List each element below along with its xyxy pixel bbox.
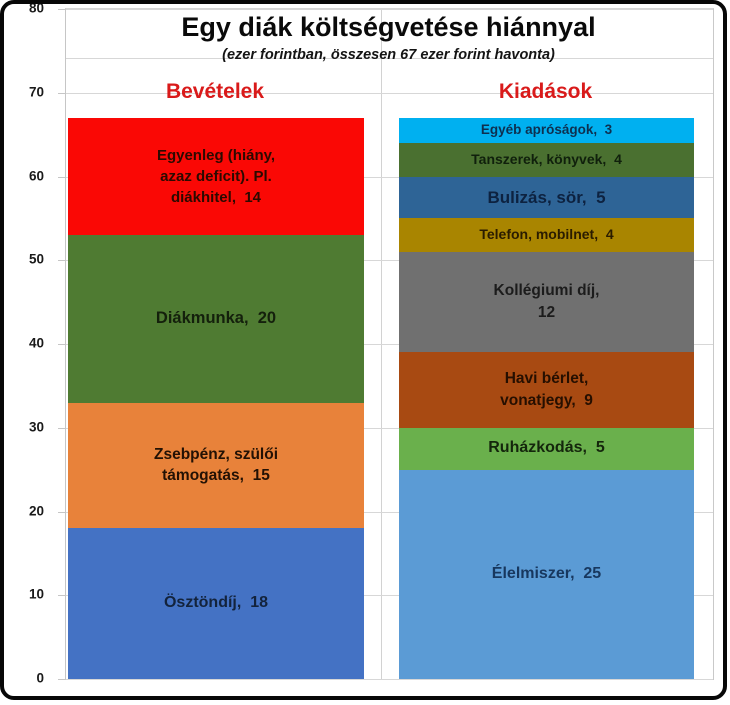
segment-label: Zsebpénz, szülői támogatás, 15 — [153, 445, 278, 485]
y-axis-label: 0 — [36, 670, 44, 686]
segment-label: Bulizás, sör, 5 — [487, 187, 606, 207]
column-header-kiadasok: Kiadások — [498, 80, 593, 103]
tick-mark — [58, 679, 66, 680]
column-header-bevetelek: Bevételek — [165, 80, 265, 103]
bar-segment: Tanszerek, könyvek, 4 — [399, 143, 694, 177]
tick-mark — [58, 9, 66, 10]
segment-label: Kollégiumi díj, 12 — [493, 282, 600, 322]
tick-mark — [58, 177, 66, 178]
gridline — [66, 177, 713, 178]
y-axis-label: 70 — [28, 84, 44, 100]
segment-label: Havi bérlet, vonatjegy, 9 — [500, 370, 593, 410]
tick-mark — [58, 93, 66, 94]
bar-segment: Ruházkodás, 5 — [399, 427, 694, 470]
tick-mark — [58, 512, 66, 513]
segment-label: Telefon, mobilnet, 4 — [479, 226, 614, 243]
bar-segment: Zsebpénz, szülői támogatás, 15 — [68, 402, 364, 529]
gridline — [66, 679, 713, 680]
bar-segment: Bulizás, sör, 5 — [399, 176, 694, 219]
y-axis-label: 50 — [28, 251, 44, 267]
y-axis-label: 20 — [28, 503, 44, 519]
bar-segment: Egyenleg (hiány, azaz deficit). Pl. diák… — [68, 117, 364, 236]
gridline — [66, 9, 713, 10]
y-axis-label: 30 — [28, 419, 44, 435]
gridline — [66, 344, 713, 345]
segment-label: Tanszerek, könyvek, 4 — [471, 150, 622, 167]
y-axis-label: 80 — [28, 0, 44, 16]
chart-title: Egy diák költségvetése hiánnyal — [181, 12, 596, 42]
y-axis-label: 40 — [28, 335, 44, 351]
segment-label: Egyenleg (hiány, azaz deficit). Pl. diák… — [156, 147, 276, 206]
tick-mark — [58, 428, 66, 429]
gridline — [66, 260, 713, 261]
bar-segment: Havi bérlet, vonatjegy, 9 — [399, 352, 694, 428]
bar-segment: Élelmiszer, 25 — [399, 469, 694, 679]
segment-label: Ösztöndíj, 18 — [163, 594, 268, 612]
y-axis-labels: 0 10 20 30 40 50 60 70 80 — [0, 1, 44, 686]
segment-label: Diákmunka, 20 — [155, 309, 277, 328]
gridline — [66, 93, 713, 94]
tick-mark — [58, 595, 66, 596]
segment-label: Egyéb apróságok, 3 — [480, 121, 613, 137]
tick-mark — [58, 260, 66, 261]
gridline — [66, 512, 713, 513]
bar-segment: Ösztöndíj, 18 — [68, 528, 364, 679]
gridline — [66, 58, 713, 59]
plot-area: Ösztöndíj, 18 Zsebpénz, szülői támogatás,… — [58, 8, 714, 680]
chart-subtitle: (ezer forintban, összesen 67 ezer forint… — [222, 47, 555, 63]
bar-segment: Egyéb apróságok, 3 — [399, 117, 694, 143]
gridline — [66, 595, 713, 596]
bar-bevetelek: Ösztöndíj, 18 Zsebpénz, szülői támogatás,… — [68, 117, 364, 679]
segment-label: Élelmiszer, 25 — [491, 565, 602, 583]
bar-segment: Telefon, mobilnet, 4 — [399, 218, 694, 252]
y-axis-label: 60 — [28, 168, 44, 184]
bar-kiadasok: Élelmiszer, 25 Ruházkodás, 5 Havi bérlet, … — [399, 117, 694, 679]
tick-mark — [58, 344, 66, 345]
segment-label: Ruházkodás, 5 — [488, 439, 605, 457]
y-axis-label: 10 — [28, 586, 44, 602]
gridline — [66, 428, 713, 429]
bar-segment: Diákmunka, 20 — [68, 235, 364, 403]
bar-segment: Kollégiumi díj, 12 — [399, 251, 694, 353]
